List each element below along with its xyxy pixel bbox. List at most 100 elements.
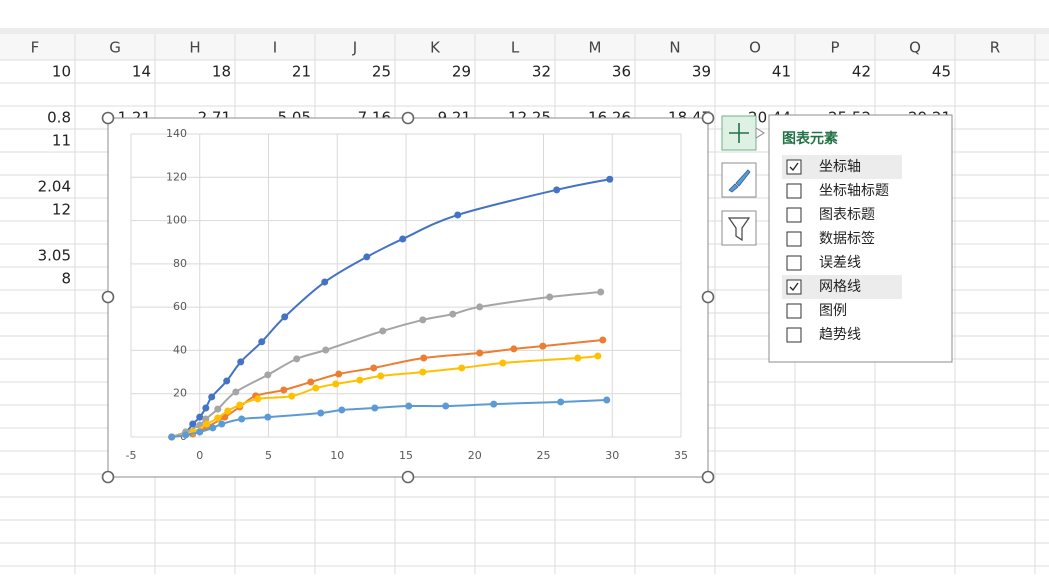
item-label[interactable]: 误差线: [819, 255, 861, 271]
cell[interactable]: 8: [61, 270, 71, 288]
resize-handle[interactable]: [101, 111, 115, 125]
checkbox[interactable]: [786, 279, 802, 295]
data-point: [476, 303, 484, 311]
item-label[interactable]: 图表标题: [819, 207, 875, 223]
data-point: [237, 358, 245, 366]
cell[interactable]: 42: [852, 63, 871, 81]
data-point: [499, 359, 507, 367]
data-point: [557, 398, 565, 406]
x-tick-label: 10: [330, 449, 344, 462]
cell[interactable]: 0.8: [47, 109, 71, 127]
checkbox[interactable]: [786, 255, 802, 271]
cell[interactable]: 18: [212, 63, 231, 81]
data-point: [546, 293, 554, 301]
x-tick-label: 30: [605, 449, 619, 462]
data-point: [281, 313, 289, 321]
cell[interactable]: 36: [612, 63, 631, 81]
data-point: [189, 420, 197, 428]
data-point: [232, 388, 240, 396]
checkbox[interactable]: [786, 159, 802, 175]
data-point: [405, 402, 413, 410]
cell[interactable]: 11: [52, 132, 71, 150]
cell[interactable]: 3.05: [38, 247, 71, 265]
data-point: [510, 345, 518, 353]
check-mark: [789, 282, 799, 292]
column-header: N: [669, 39, 680, 57]
data-point: [490, 400, 498, 408]
resize-handle[interactable]: [701, 111, 715, 125]
data-point: [363, 253, 371, 261]
column-header: G: [109, 39, 121, 57]
data-point: [370, 364, 378, 372]
data-point: [458, 364, 466, 372]
cell[interactable]: 39: [692, 63, 711, 81]
data-point: [356, 376, 364, 384]
cell[interactable]: 29: [452, 63, 471, 81]
data-point: [371, 404, 379, 412]
data-point: [280, 386, 288, 394]
item-label[interactable]: 图例: [819, 303, 847, 319]
data-point: [597, 288, 605, 296]
cell[interactable]: 14: [132, 63, 151, 81]
cell[interactable]: 21: [292, 63, 311, 81]
data-point: [379, 327, 387, 335]
item-label[interactable]: 坐标轴: [819, 159, 861, 175]
data-point: [196, 413, 204, 421]
data-point: [335, 370, 343, 378]
cell[interactable]: 25: [372, 63, 391, 81]
checkbox[interactable]: [786, 303, 802, 319]
data-point: [399, 235, 407, 243]
checkbox[interactable]: [786, 327, 802, 343]
resize-handle[interactable]: [101, 470, 115, 484]
resize-handle[interactable]: [701, 290, 715, 304]
data-point: [288, 392, 296, 400]
filter-icon: [727, 217, 751, 242]
resize-handle[interactable]: [101, 290, 115, 304]
checkbox[interactable]: [786, 183, 802, 199]
item-label[interactable]: 数据标签: [819, 230, 875, 247]
x-tick-label: 5: [265, 449, 272, 462]
item-highlight: [782, 155, 902, 179]
checkbox[interactable]: [786, 207, 802, 223]
series-line: [171, 178, 610, 438]
data-point: [238, 415, 246, 423]
item-label[interactable]: 趋势线: [819, 327, 861, 343]
data-point: [224, 407, 232, 415]
cell[interactable]: 45: [932, 63, 951, 81]
data-point: [312, 384, 320, 392]
data-point: [254, 395, 262, 403]
data-point: [293, 355, 301, 363]
x-tick-label: 25: [537, 449, 551, 462]
x-tick-label: 15: [399, 449, 413, 462]
checkbox[interactable]: [786, 231, 802, 247]
cell[interactable]: 10: [52, 63, 71, 81]
data-point: [553, 186, 561, 194]
filter-button[interactable]: [721, 210, 757, 246]
column-header: Q: [909, 39, 921, 57]
data-point: [168, 433, 176, 441]
data-point: [539, 342, 547, 350]
cell[interactable]: 12: [52, 201, 71, 219]
data-point: [454, 211, 462, 219]
cell[interactable]: 41: [772, 63, 791, 81]
plus-icon: [729, 123, 749, 143]
resize-handle[interactable]: [701, 470, 715, 484]
formula-bar-edge: [0, 28, 1049, 34]
data-point: [442, 402, 450, 410]
column-header: O: [749, 39, 761, 57]
data-point: [258, 338, 266, 346]
resize-handle[interactable]: [401, 111, 415, 125]
column-header: M: [589, 39, 602, 57]
item-label[interactable]: 网格线: [819, 279, 861, 295]
y-tick-label: 140: [166, 127, 187, 140]
cell[interactable]: 2.04: [38, 178, 71, 196]
data-point: [449, 310, 457, 318]
data-point: [236, 401, 244, 409]
panel-title: 图表元素: [782, 130, 838, 147]
item-label[interactable]: 坐标轴标题: [819, 183, 889, 199]
data-point: [202, 404, 210, 412]
resize-handle[interactable]: [401, 470, 415, 484]
cell[interactable]: 32: [532, 63, 551, 81]
